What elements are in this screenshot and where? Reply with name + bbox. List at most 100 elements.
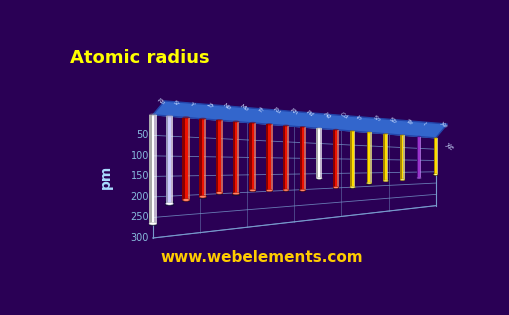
Bar [237, 122, 239, 194]
Bar [434, 138, 436, 175]
Text: 100: 100 [130, 151, 149, 161]
Bar [182, 198, 190, 202]
Text: Zr: Zr [206, 102, 214, 110]
Ellipse shape [199, 196, 206, 198]
Ellipse shape [400, 135, 404, 136]
Ellipse shape [199, 117, 206, 120]
Bar [235, 122, 237, 194]
Bar [320, 129, 322, 178]
Ellipse shape [232, 120, 239, 123]
Text: 150: 150 [130, 171, 149, 181]
Bar [270, 124, 272, 191]
Text: pm: pm [99, 164, 113, 188]
Bar [149, 115, 151, 224]
Bar [185, 117, 187, 200]
Text: Sn: Sn [372, 115, 381, 123]
Bar [282, 188, 289, 192]
Ellipse shape [215, 192, 222, 194]
Text: Nb: Nb [222, 102, 232, 111]
Bar [334, 130, 336, 187]
Bar [399, 178, 404, 181]
Text: 200: 200 [130, 192, 149, 202]
Bar [436, 138, 437, 175]
Ellipse shape [416, 136, 420, 137]
Bar [336, 130, 338, 187]
Ellipse shape [149, 222, 156, 225]
Bar [303, 127, 305, 190]
Bar [419, 136, 420, 178]
Ellipse shape [149, 113, 156, 116]
Bar [403, 135, 404, 180]
Bar [154, 115, 156, 224]
Bar [383, 134, 384, 181]
Ellipse shape [299, 126, 305, 128]
Text: Tc: Tc [256, 106, 264, 114]
Ellipse shape [249, 189, 256, 192]
Bar [282, 126, 285, 190]
Ellipse shape [383, 180, 387, 182]
Bar [204, 119, 206, 197]
Ellipse shape [215, 119, 222, 122]
Bar [165, 202, 174, 206]
Bar [251, 123, 253, 190]
Bar [171, 116, 173, 204]
Ellipse shape [299, 189, 305, 191]
Text: I: I [421, 122, 426, 127]
Text: Te: Te [405, 118, 413, 126]
Bar [370, 133, 371, 183]
Ellipse shape [282, 125, 289, 127]
Ellipse shape [182, 116, 189, 119]
Ellipse shape [349, 130, 354, 132]
Text: Cd: Cd [338, 112, 348, 121]
Bar [332, 130, 334, 187]
Text: Xe: Xe [438, 120, 447, 129]
Ellipse shape [232, 192, 239, 195]
Bar [253, 123, 256, 190]
Bar [249, 123, 251, 190]
Bar [199, 119, 202, 197]
Text: Rh: Rh [289, 108, 298, 117]
Text: Atomic radius: Atomic radius [70, 49, 209, 67]
Ellipse shape [433, 174, 437, 175]
Bar [268, 124, 270, 191]
Bar [316, 176, 322, 180]
Ellipse shape [266, 123, 272, 125]
Ellipse shape [433, 137, 437, 139]
Ellipse shape [316, 127, 322, 129]
Ellipse shape [182, 199, 189, 201]
Text: Ag: Ag [322, 111, 331, 119]
Ellipse shape [165, 203, 173, 205]
Ellipse shape [282, 189, 289, 191]
Text: www.webelements.com: www.webelements.com [160, 250, 362, 265]
Bar [215, 191, 223, 195]
Bar [416, 177, 421, 179]
Text: Y: Y [189, 102, 195, 108]
Bar [332, 186, 338, 189]
Bar [232, 192, 239, 196]
Bar [265, 189, 272, 192]
Ellipse shape [349, 186, 354, 188]
Bar [148, 221, 157, 226]
Bar [187, 117, 189, 200]
Polygon shape [153, 101, 446, 138]
Bar [365, 181, 371, 185]
Bar [349, 131, 351, 187]
Bar [168, 116, 171, 204]
Bar [401, 135, 403, 180]
Bar [417, 136, 419, 178]
Bar [248, 188, 256, 192]
Ellipse shape [316, 177, 322, 179]
Bar [299, 188, 305, 192]
Text: Mo: Mo [239, 103, 249, 112]
Bar [353, 131, 354, 187]
Bar [299, 127, 301, 190]
Bar [366, 133, 367, 183]
Ellipse shape [332, 129, 338, 131]
Bar [301, 127, 303, 190]
Bar [287, 126, 289, 190]
Bar [384, 134, 386, 181]
Bar [285, 126, 287, 190]
Text: 300: 300 [130, 233, 149, 243]
Text: Pd: Pd [305, 110, 315, 118]
Bar [400, 135, 401, 180]
